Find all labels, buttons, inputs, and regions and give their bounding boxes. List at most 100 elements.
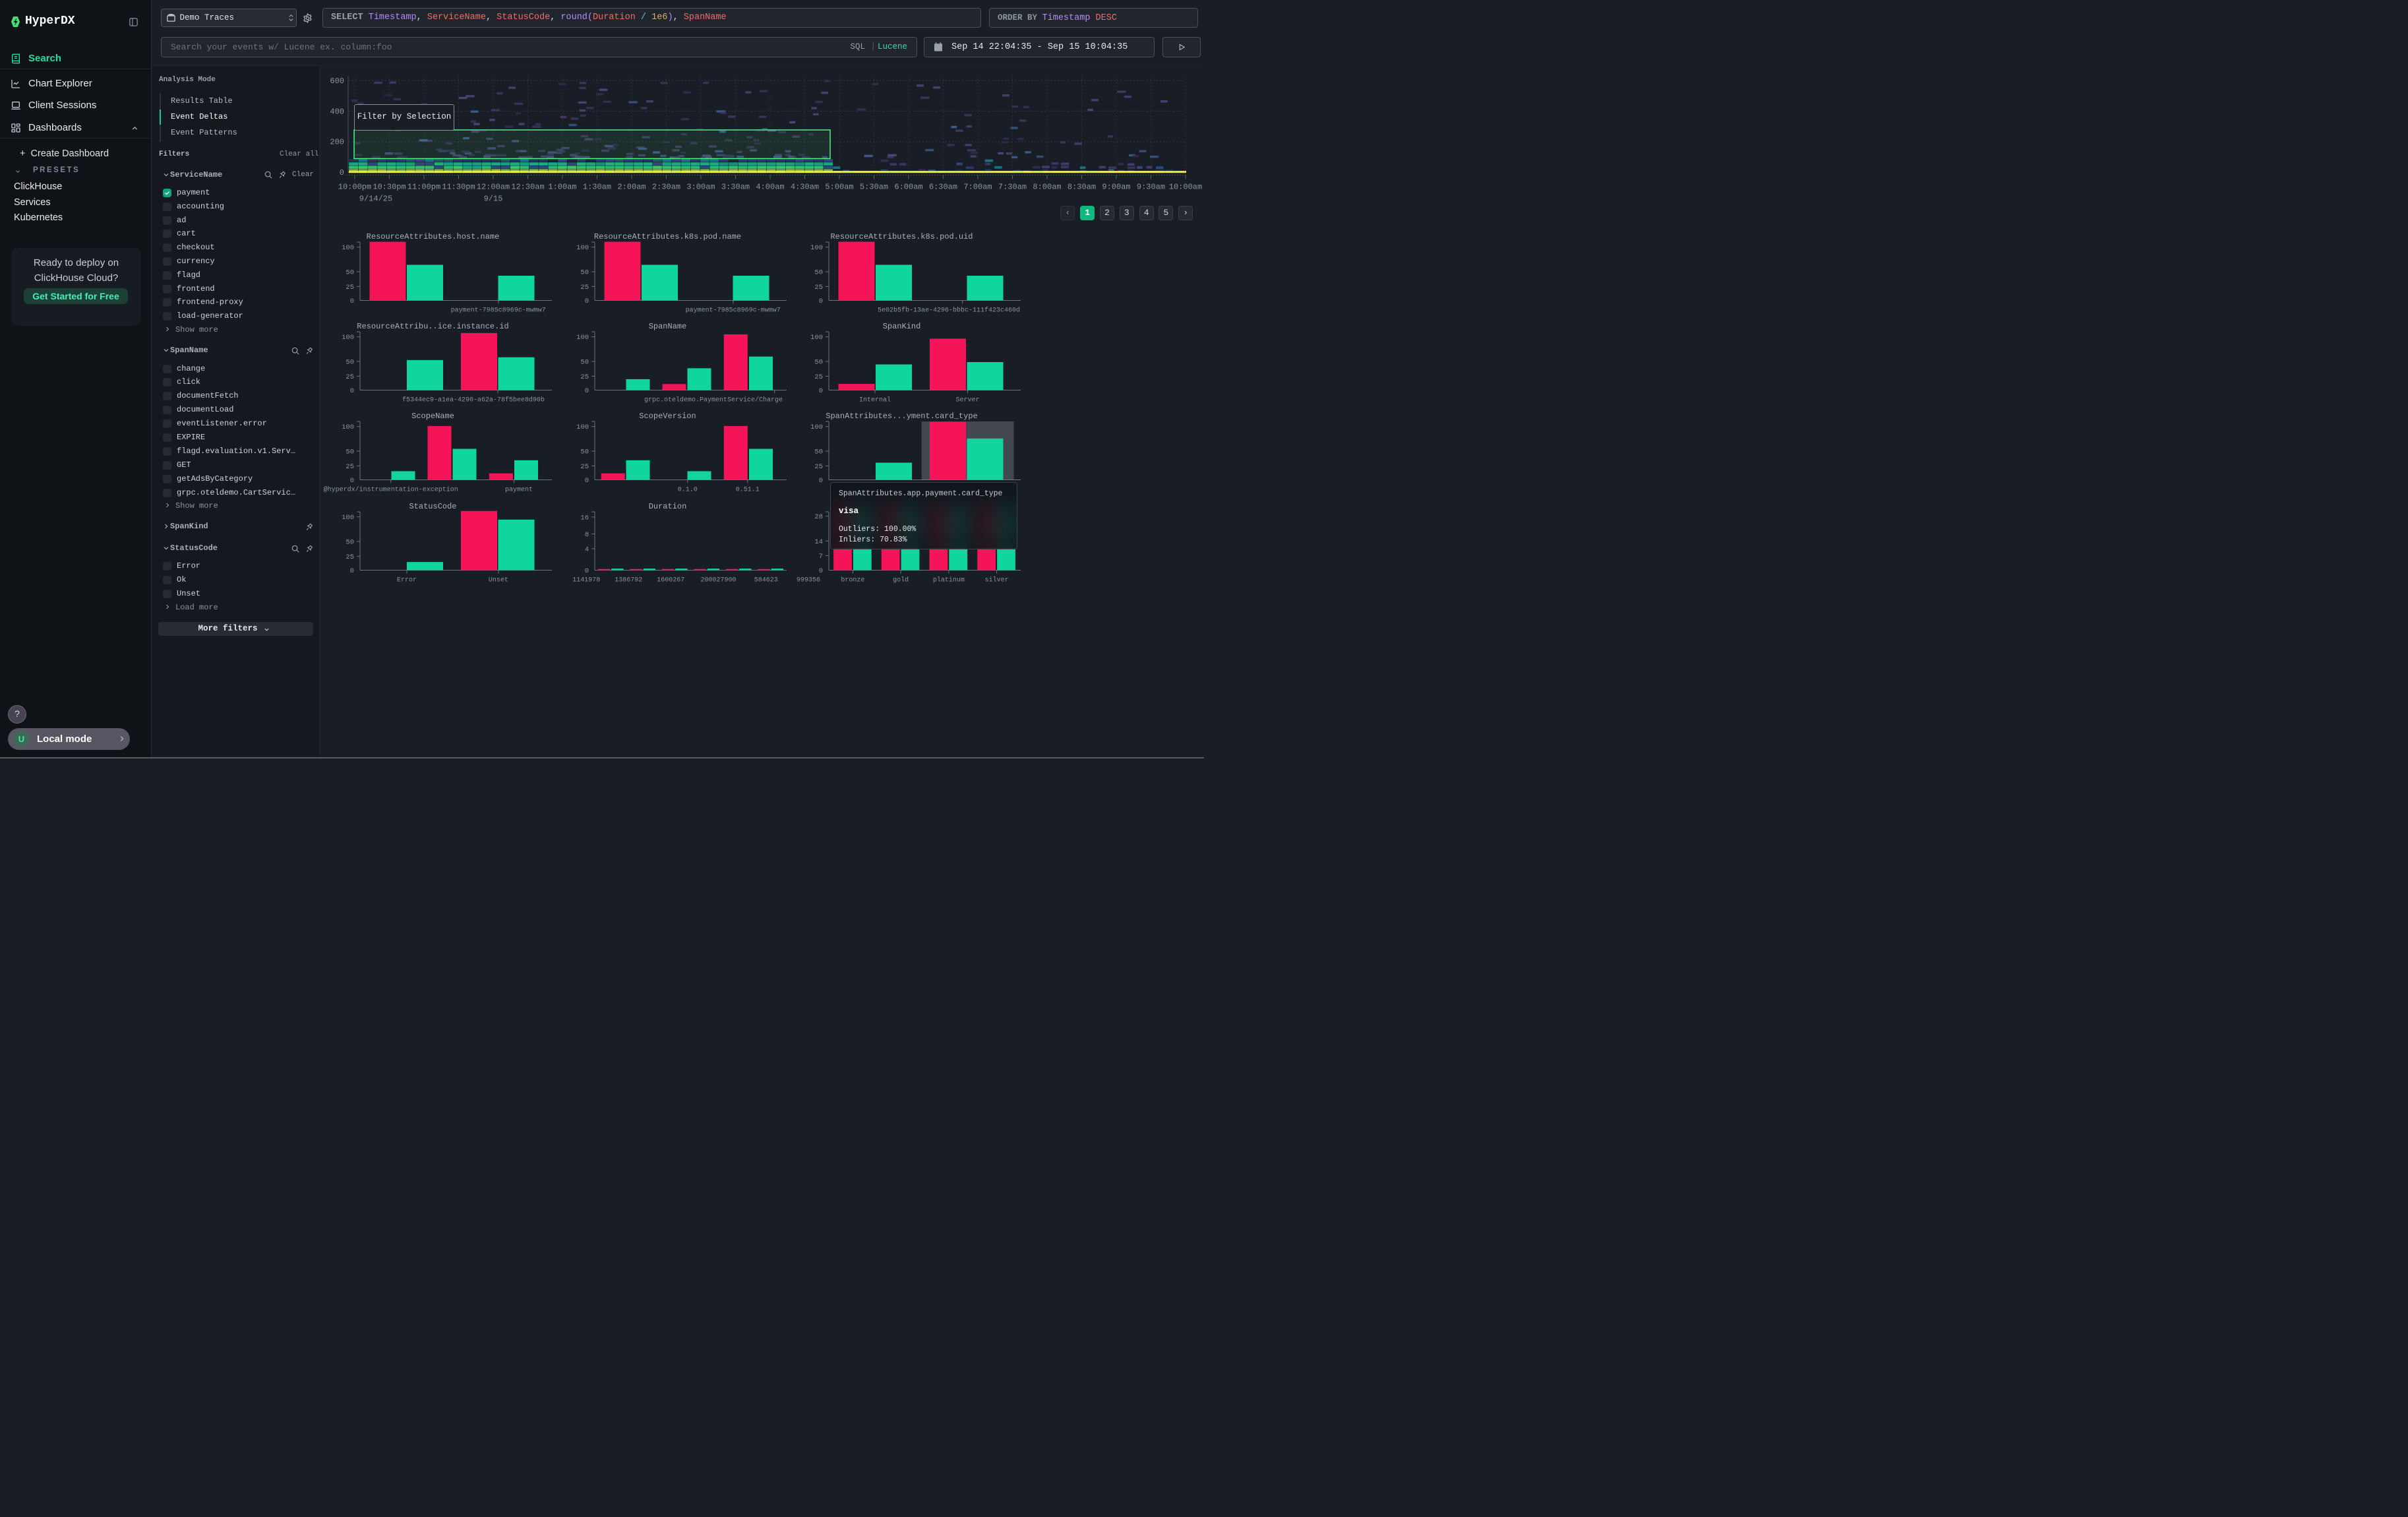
svg-text:100: 100 <box>810 334 823 342</box>
svg-text:25: 25 <box>815 284 824 292</box>
svg-text:Internal: Internal <box>859 396 891 404</box>
svg-text:25: 25 <box>580 463 589 471</box>
svg-text:1:30am: 1:30am <box>583 183 611 192</box>
svg-text:999356: 999356 <box>797 576 820 584</box>
svg-text:25: 25 <box>580 284 589 292</box>
svg-text:payment-7985c8969c-mwmw7: payment-7985c8969c-mwmw7 <box>451 307 546 315</box>
svg-text:ResourceAttributes.k8s.pod.uid: ResourceAttributes.k8s.pod.uid <box>831 232 973 241</box>
svg-text:0.51.1: 0.51.1 <box>735 487 759 494</box>
svg-text:Server: Server <box>956 397 980 404</box>
svg-text:200: 200 <box>330 138 344 147</box>
svg-text:50: 50 <box>815 359 824 367</box>
svg-text:ScopeName: ScopeName <box>411 412 454 421</box>
svg-text:payment: payment <box>505 487 533 494</box>
svg-text:11:30pm: 11:30pm <box>442 183 475 192</box>
svg-text:100: 100 <box>342 244 354 252</box>
svg-text:8: 8 <box>584 531 588 539</box>
svg-text:0: 0 <box>350 567 354 575</box>
svg-text:ResourceAttributes.host.name: ResourceAttributes.host.name <box>367 232 500 241</box>
svg-text:SpanName: SpanName <box>648 322 686 331</box>
svg-text:0: 0 <box>584 567 588 575</box>
svg-text:0: 0 <box>350 297 354 305</box>
svg-text:1:00am: 1:00am <box>548 183 576 192</box>
svg-text:9:00am: 9:00am <box>1102 183 1130 192</box>
svg-text:f5344ec9-a1ea-4290-a62a-78f5be: f5344ec9-a1ea-4290-a62a-78f5bee8d90b <box>402 396 545 404</box>
svg-text:100: 100 <box>576 244 589 252</box>
svg-text:8:30am: 8:30am <box>1068 183 1096 192</box>
svg-text:0: 0 <box>819 567 823 575</box>
svg-text:1600267: 1600267 <box>657 576 684 584</box>
svg-text:2:30am: 2:30am <box>652 183 680 192</box>
svg-text:Unset: Unset <box>489 576 508 584</box>
svg-text:10:00pm: 10:00pm <box>338 183 371 192</box>
svg-text:50: 50 <box>580 269 589 277</box>
svg-text:ScopeVersion: ScopeVersion <box>639 412 696 421</box>
svg-text:100: 100 <box>342 514 354 522</box>
svg-text:10:30pm: 10:30pm <box>373 183 406 192</box>
svg-text:6:30am: 6:30am <box>929 183 957 192</box>
svg-text:7:30am: 7:30am <box>998 183 1027 192</box>
svg-text:1386792: 1386792 <box>615 576 642 584</box>
svg-text:14: 14 <box>815 538 824 545</box>
svg-text:100: 100 <box>576 424 589 432</box>
svg-text:platinum: platinum <box>933 576 965 584</box>
svg-text:@hyperdx/instrumentation-excep: @hyperdx/instrumentation-exception <box>324 486 458 494</box>
svg-text:0: 0 <box>350 477 354 485</box>
svg-text:0: 0 <box>340 168 344 177</box>
svg-text:50: 50 <box>346 269 354 277</box>
svg-text:5:30am: 5:30am <box>860 183 888 192</box>
svg-text:25: 25 <box>346 284 354 292</box>
svg-text:25: 25 <box>346 553 354 561</box>
svg-text:12:00am: 12:00am <box>477 183 510 192</box>
svg-text:Duration: Duration <box>648 502 686 511</box>
svg-text:25: 25 <box>346 373 354 381</box>
svg-text:400: 400 <box>330 107 344 116</box>
svg-text:4:30am: 4:30am <box>791 183 819 192</box>
svg-text:50: 50 <box>346 449 354 456</box>
svg-text:50: 50 <box>580 359 589 367</box>
svg-text:100: 100 <box>576 334 589 342</box>
svg-text:50: 50 <box>346 538 354 546</box>
svg-text:12:30am: 12:30am <box>511 183 544 192</box>
svg-text:gold: gold <box>893 576 909 584</box>
svg-text:Error: Error <box>397 576 417 584</box>
svg-text:0: 0 <box>584 477 588 485</box>
svg-text:0: 0 <box>584 297 588 305</box>
svg-text:100: 100 <box>342 424 354 432</box>
svg-text:0: 0 <box>584 387 588 395</box>
svg-text:100: 100 <box>810 424 823 432</box>
svg-text:5e02b5fb-13ae-4296-bbbc-111f42: 5e02b5fb-13ae-4296-bbbc-111f423c460d <box>878 307 1020 315</box>
svg-text:7: 7 <box>819 552 823 560</box>
svg-text:2:00am: 2:00am <box>617 183 646 192</box>
svg-text:SpanKind: SpanKind <box>883 322 921 331</box>
svg-text:SpanAttributes...yment.card_ty: SpanAttributes...yment.card_type <box>826 412 978 421</box>
svg-text:4:00am: 4:00am <box>756 183 784 192</box>
svg-text:3:30am: 3:30am <box>721 183 750 192</box>
svg-text:0: 0 <box>819 477 823 485</box>
svg-text:1141978: 1141978 <box>572 576 600 584</box>
svg-text:25: 25 <box>580 373 589 381</box>
svg-text:grpc.oteldemo.PaymentService/C: grpc.oteldemo.PaymentService/Charge <box>644 396 783 404</box>
svg-text:200027900: 200027900 <box>700 576 736 584</box>
svg-text:0: 0 <box>350 387 354 395</box>
svg-text:28: 28 <box>815 513 824 521</box>
svg-text:StatusCode: StatusCode <box>409 502 456 511</box>
svg-text:16: 16 <box>580 514 589 522</box>
svg-text:10:00am: 10:00am <box>1169 183 1202 192</box>
svg-text:100: 100 <box>810 244 823 252</box>
svg-text:bronze: bronze <box>841 576 865 584</box>
svg-text:ResourceAttribu..ice.instance.: ResourceAttribu..ice.instance.id <box>357 322 508 331</box>
svg-text:25: 25 <box>346 463 354 471</box>
svg-text:584623: 584623 <box>754 576 777 584</box>
svg-text:100: 100 <box>342 334 354 342</box>
svg-text:silver: silver <box>985 576 1009 584</box>
svg-text:25: 25 <box>815 373 824 381</box>
svg-text:6:00am: 6:00am <box>894 183 922 192</box>
svg-text:ResourceAttributes.k8s.pod.nam: ResourceAttributes.k8s.pod.name <box>594 232 741 241</box>
svg-text:50: 50 <box>815 269 824 277</box>
svg-text:50: 50 <box>815 449 824 456</box>
svg-text:3:00am: 3:00am <box>686 183 715 192</box>
svg-text:50: 50 <box>346 359 354 367</box>
svg-text:50: 50 <box>580 449 589 456</box>
svg-text:8:00am: 8:00am <box>1033 183 1061 192</box>
